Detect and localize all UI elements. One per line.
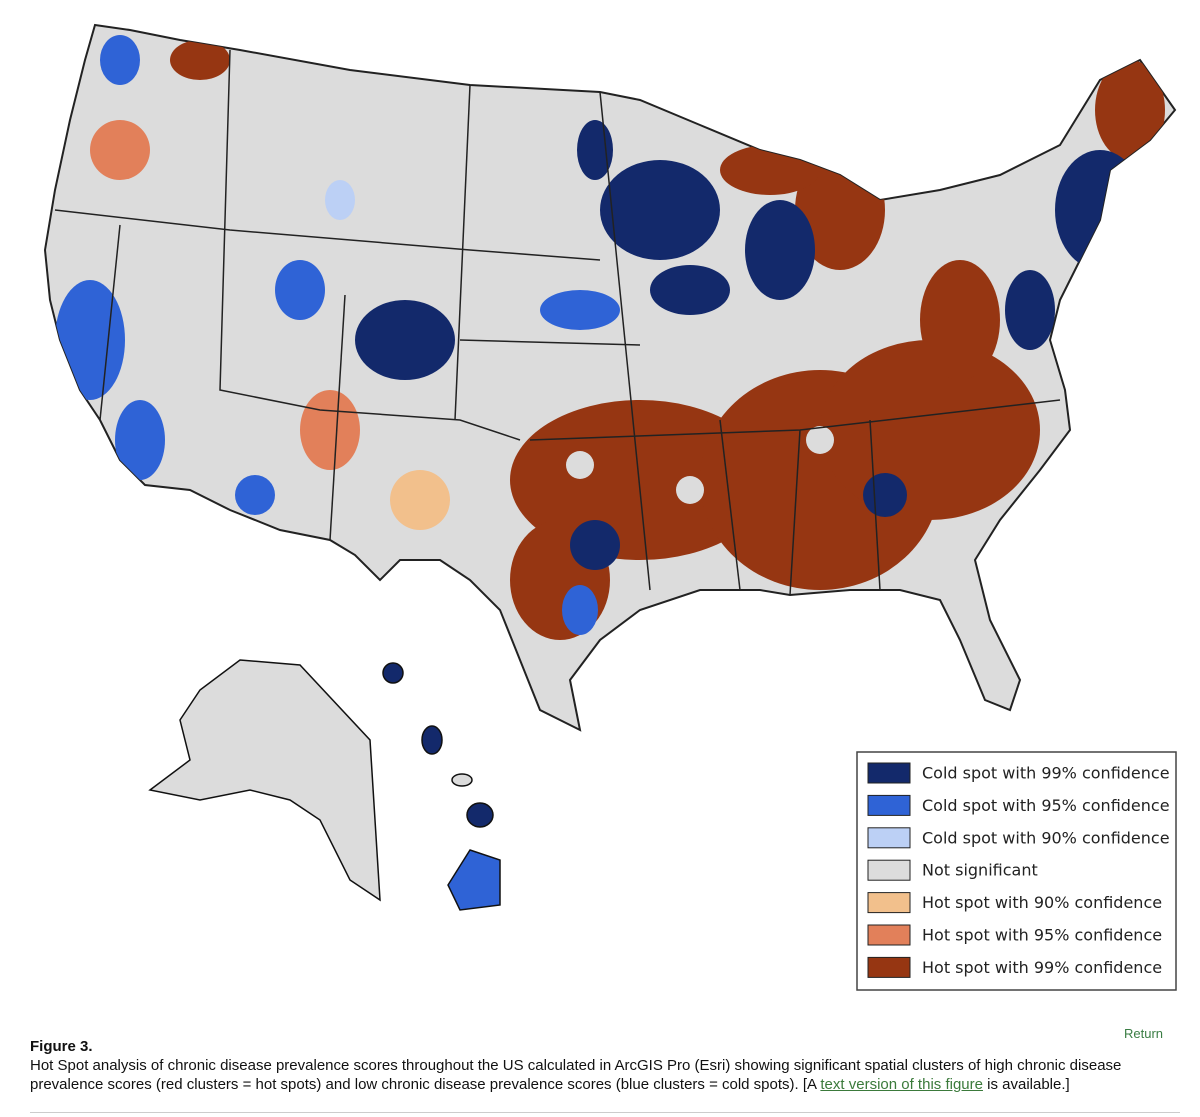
legend-label: Hot spot with 90% confidence <box>922 893 1162 912</box>
cluster <box>676 476 704 504</box>
cluster <box>820 340 1040 520</box>
figure-label: Figure 3. <box>30 1038 93 1055</box>
return-button[interactable]: Return <box>1124 1026 1163 1041</box>
cluster <box>1095 60 1165 160</box>
legend-label: Hot spot with 99% confidence <box>922 958 1162 977</box>
cluster <box>650 265 730 315</box>
cluster <box>920 260 1000 380</box>
legend-label: Cold spot with 99% confidence <box>922 764 1170 783</box>
cluster <box>382 662 404 684</box>
cluster <box>510 400 770 560</box>
cluster <box>570 520 620 570</box>
cluster <box>300 390 360 470</box>
cluster <box>170 40 230 80</box>
caption-text: Hot Spot analysis of chronic disease pre… <box>30 1057 1122 1093</box>
legend-swatch <box>867 892 911 914</box>
legend: Cold spot with 99% confidence Cold spot w… <box>856 751 1177 991</box>
cluster <box>115 400 165 480</box>
legend-label: Cold spot with 95% confidence <box>922 796 1170 815</box>
cluster <box>451 773 473 787</box>
cluster <box>235 475 275 515</box>
hawaii <box>382 662 501 911</box>
legend-label: Hot spot with 95% confidence <box>922 926 1162 945</box>
cluster <box>55 280 125 400</box>
divider <box>30 1112 1180 1113</box>
caption: Figure 3. Hot Spot analysis of chronic d… <box>30 1037 1170 1094</box>
cluster <box>390 470 450 530</box>
legend-label: Cold spot with 90% confidence <box>922 828 1170 847</box>
cluster <box>275 260 325 320</box>
cluster <box>562 585 598 635</box>
cluster <box>1055 150 1145 270</box>
legend-swatch <box>867 924 911 946</box>
clusters <box>55 35 1165 640</box>
legend-swatch <box>867 794 911 816</box>
cluster <box>566 451 594 479</box>
cluster <box>325 180 355 220</box>
text-version-link[interactable]: text version of this figure <box>820 1076 983 1093</box>
caption-text: is available.] <box>982 1076 1070 1093</box>
cluster <box>355 300 455 380</box>
alaska <box>148 659 381 902</box>
legend-swatch <box>867 956 911 978</box>
legend-swatch <box>867 859 911 881</box>
legend-swatch <box>867 762 911 784</box>
cluster <box>447 849 501 911</box>
legend-swatch <box>867 827 911 849</box>
cluster <box>90 120 150 180</box>
cluster <box>1005 270 1055 350</box>
state-lines <box>54 49 1061 596</box>
cluster <box>540 290 620 330</box>
cluster <box>806 426 834 454</box>
return-label: Return <box>1124 1026 1164 1041</box>
map: Cold spot with 99% confidence Cold spot w… <box>43 23 1177 991</box>
cluster <box>421 725 443 755</box>
cluster <box>720 145 820 195</box>
cluster <box>100 35 140 85</box>
cluster <box>745 200 815 300</box>
cluster <box>600 160 720 260</box>
cluster <box>466 802 494 828</box>
legend-label: Not significant <box>922 861 1038 880</box>
cluster <box>863 473 907 517</box>
